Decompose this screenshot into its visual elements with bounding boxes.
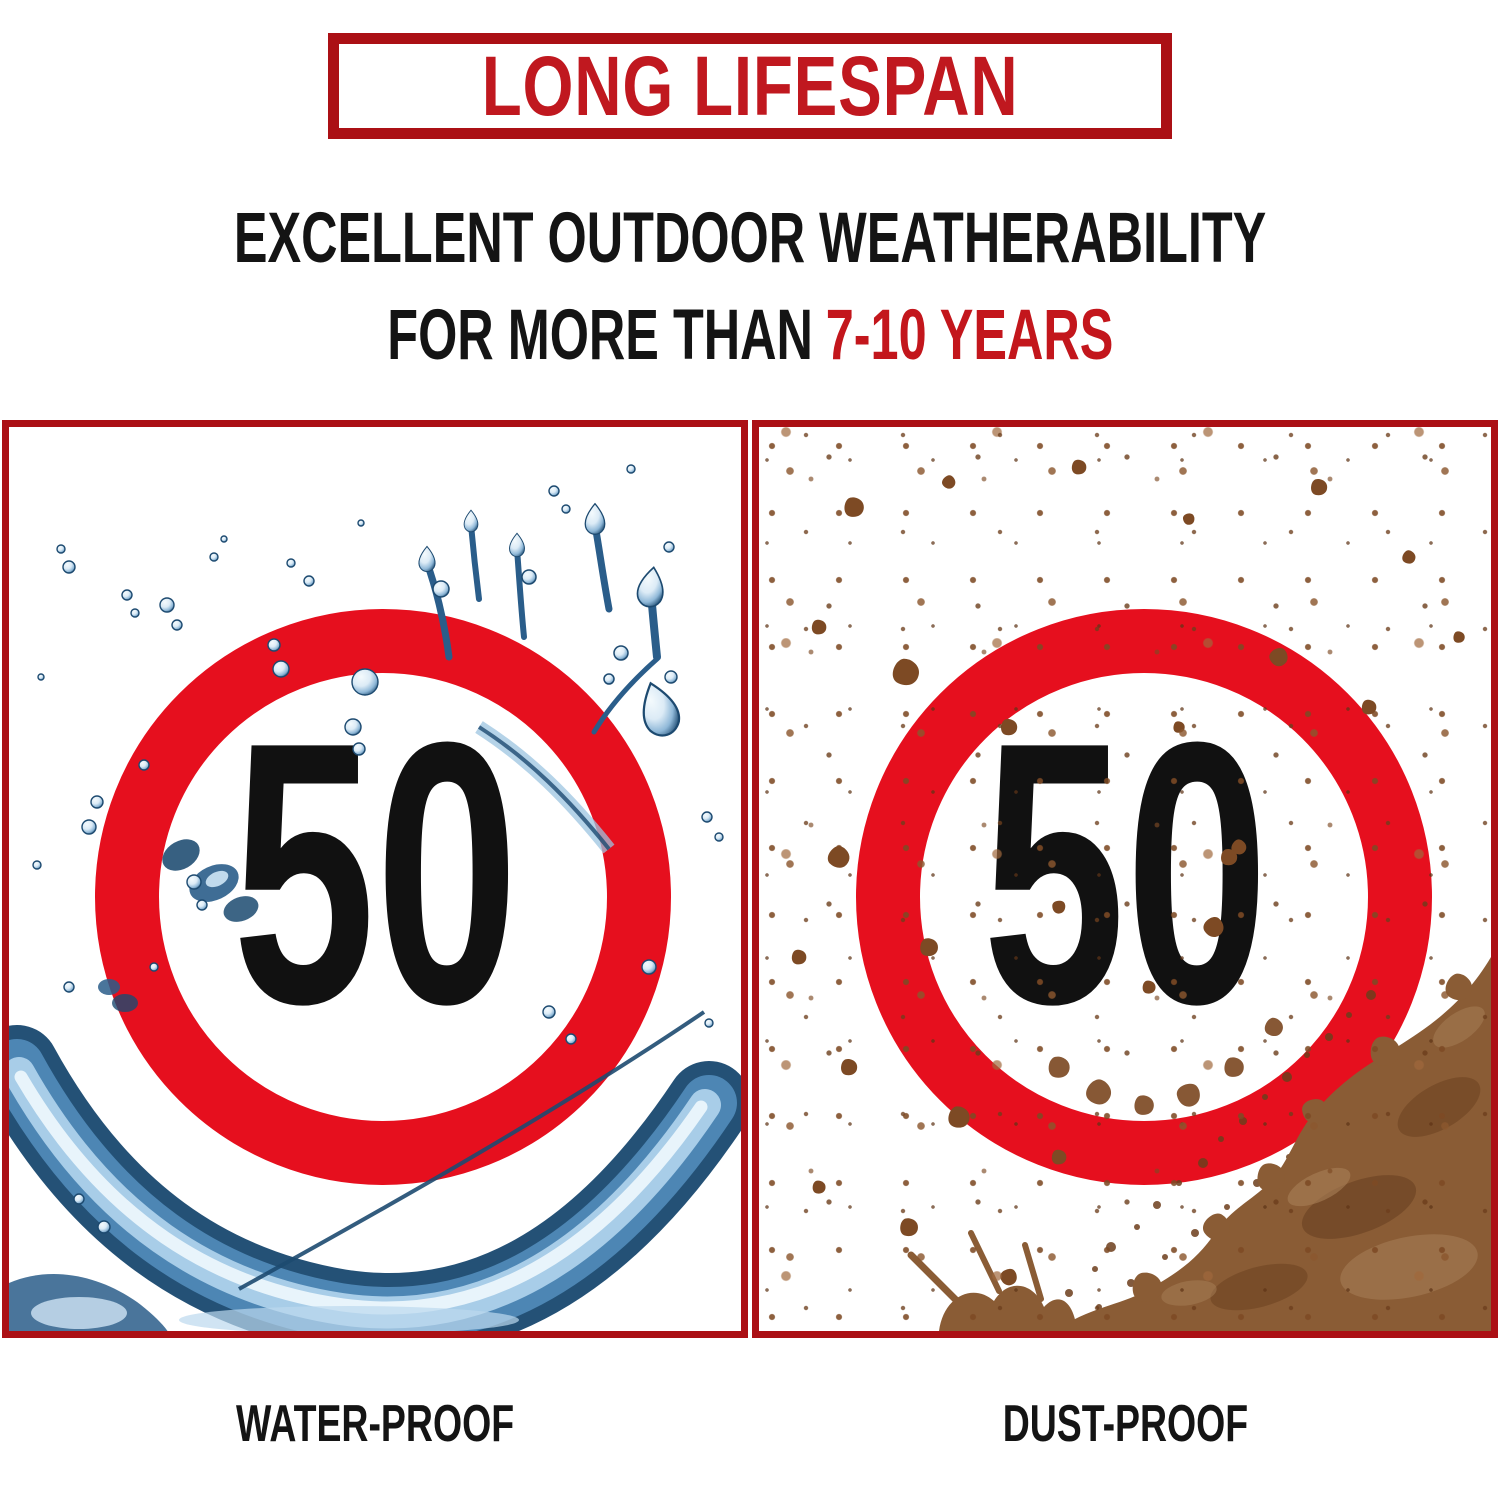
water-proof-label: WATER-PROOF (235, 1395, 515, 1453)
water-streak (475, 721, 615, 854)
water-splash-crown (418, 509, 537, 661)
water-streak (238, 1010, 706, 1291)
dust-panel: 50 (752, 420, 1498, 1338)
water-streak (477, 725, 611, 851)
mud-mass (1055, 957, 1491, 1331)
water-panel: 50 (2, 420, 748, 1338)
mud-on-ring (1048, 1015, 1286, 1115)
water-splash-crown (584, 503, 685, 742)
subtitle-line2: FOR MORE THAN 7-10 YEARS (0, 300, 1500, 371)
water-droplets (32, 464, 724, 1234)
water-splash-overlay (9, 464, 741, 1331)
subtitle-line2-red: 7-10 YEARS (825, 296, 1114, 375)
dust-proof-label: DUST-PROOF (1002, 1395, 1248, 1453)
speed-sign-value: 50 (231, 664, 519, 1082)
water-splash-on-ring (98, 839, 259, 1012)
mud-splatter-overlay (791, 459, 1491, 1331)
mud-splat (907, 1230, 1077, 1331)
water-wave (9, 1025, 741, 1331)
subtitle-line2-black: FOR MORE THAN (386, 296, 813, 375)
speed-sign-ring (95, 609, 671, 1185)
subtitle-line1: EXCELLENT OUTDOOR WEATHERABILITY (233, 199, 1267, 278)
title-box: LONG LIFESPAN (328, 33, 1172, 139)
page-title: LONG LIFESPAN (481, 39, 1019, 133)
